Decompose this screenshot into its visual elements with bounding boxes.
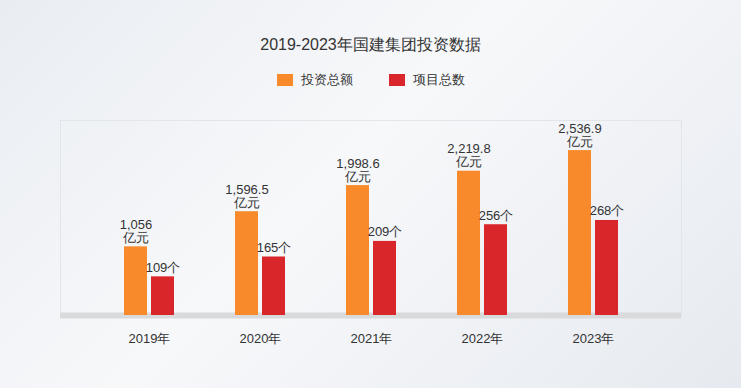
svg-text:268个: 268个 <box>590 203 625 218</box>
svg-text:1,998.6亿元: 1,998.6亿元 <box>336 156 379 184</box>
svg-text:2,219.8亿元: 2,219.8亿元 <box>447 141 490 169</box>
svg-text:209个: 209个 <box>368 224 403 239</box>
svg-text:2023年: 2023年 <box>573 331 615 346</box>
svg-text:109个: 109个 <box>146 260 181 275</box>
svg-text:2020年: 2020年 <box>240 331 282 346</box>
html-text:投资总额: 投资总额 <box>300 72 353 87</box>
svg-text:2019年: 2019年 <box>129 331 171 346</box>
svg-text:256个: 256个 <box>479 208 514 223</box>
svg-text:1,596.5亿元: 1,596.5亿元 <box>225 182 268 210</box>
html-text:项目总数: 项目总数 <box>412 72 465 87</box>
svg-text:2021年: 2021年 <box>351 331 393 346</box>
svg-text:165个: 165个 <box>257 240 292 255</box>
svg-text:2022年: 2022年 <box>462 331 504 346</box>
html-text:2019-2023年国建集团投资数据: 2019-2023年国建集团投资数据 <box>260 36 481 53</box>
svg-text:1,056亿元: 1,056亿元 <box>120 217 153 245</box>
svg-text:2,536.9亿元: 2,536.9亿元 <box>558 121 601 149</box>
